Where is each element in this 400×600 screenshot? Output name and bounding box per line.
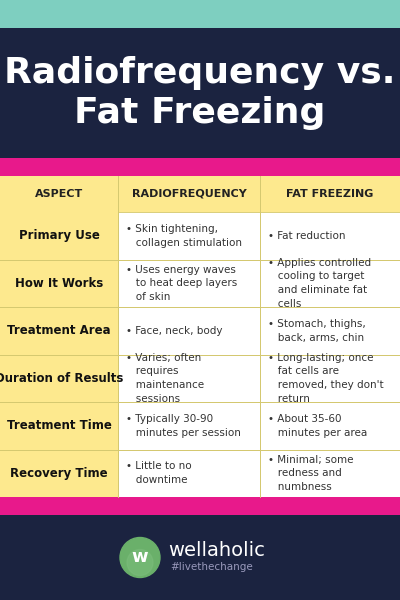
FancyBboxPatch shape	[0, 497, 400, 515]
FancyBboxPatch shape	[0, 355, 118, 402]
Text: FAT FREEZING: FAT FREEZING	[286, 189, 374, 199]
FancyBboxPatch shape	[260, 449, 400, 497]
Text: wellaholic: wellaholic	[168, 541, 265, 560]
Text: Radiofrequency vs.
Fat Freezing: Radiofrequency vs. Fat Freezing	[4, 56, 396, 130]
FancyBboxPatch shape	[260, 212, 400, 259]
Circle shape	[127, 550, 153, 575]
FancyBboxPatch shape	[118, 402, 260, 449]
Text: Treatment Time: Treatment Time	[6, 419, 112, 432]
Text: RADIOFREQUENCY: RADIOFREQUENCY	[132, 189, 246, 199]
Text: ASPECT: ASPECT	[35, 189, 83, 199]
Text: • Stomach, thighs,
   back, arms, chin: • Stomach, thighs, back, arms, chin	[268, 319, 366, 343]
Text: • Typically 30-90
   minutes per session: • Typically 30-90 minutes per session	[126, 414, 241, 437]
Text: Primary Use: Primary Use	[18, 229, 100, 242]
FancyBboxPatch shape	[0, 176, 400, 212]
FancyBboxPatch shape	[260, 355, 400, 402]
Text: Treatment Area: Treatment Area	[7, 324, 111, 337]
Text: Duration of Results: Duration of Results	[0, 372, 123, 385]
FancyBboxPatch shape	[118, 307, 260, 355]
FancyBboxPatch shape	[260, 259, 400, 307]
Text: • Uses energy waves
   to heat deep layers
   of skin: • Uses energy waves to heat deep layers …	[126, 265, 237, 302]
FancyBboxPatch shape	[260, 307, 400, 355]
Circle shape	[120, 538, 160, 577]
FancyBboxPatch shape	[0, 158, 400, 176]
Text: • Skin tightening,
   collagen stimulation: • Skin tightening, collagen stimulation	[126, 224, 242, 248]
Text: #livethechange: #livethechange	[170, 563, 253, 572]
Text: • Minimal; some
   redness and
   numbness: • Minimal; some redness and numbness	[268, 455, 354, 492]
FancyBboxPatch shape	[118, 449, 260, 497]
FancyBboxPatch shape	[118, 212, 260, 259]
FancyBboxPatch shape	[0, 515, 400, 600]
Text: • Applies controlled
   cooling to target
   and eliminate fat
   cells: • Applies controlled cooling to target a…	[268, 258, 371, 308]
FancyBboxPatch shape	[0, 259, 118, 307]
FancyBboxPatch shape	[0, 402, 118, 449]
Text: Recovery Time: Recovery Time	[10, 467, 108, 480]
Text: • Little to no
   downtime: • Little to no downtime	[126, 461, 192, 485]
FancyBboxPatch shape	[118, 259, 260, 307]
Text: • Long-lasting; once
   fat cells are
   removed, they don't
   return: • Long-lasting; once fat cells are remov…	[268, 353, 384, 404]
Text: w: w	[132, 548, 148, 566]
FancyBboxPatch shape	[0, 212, 118, 259]
Text: • Fat reduction: • Fat reduction	[268, 231, 346, 241]
FancyBboxPatch shape	[0, 449, 118, 497]
FancyBboxPatch shape	[118, 355, 260, 402]
Text: How It Works: How It Works	[15, 277, 103, 290]
Text: • Varies; often
   requires
   maintenance
   sessions: • Varies; often requires maintenance ses…	[126, 353, 204, 404]
FancyBboxPatch shape	[0, 0, 400, 28]
FancyBboxPatch shape	[0, 28, 400, 158]
FancyBboxPatch shape	[0, 307, 118, 355]
Text: • Face, neck, body: • Face, neck, body	[126, 326, 222, 336]
FancyBboxPatch shape	[260, 402, 400, 449]
Text: • About 35-60
   minutes per area: • About 35-60 minutes per area	[268, 414, 367, 437]
